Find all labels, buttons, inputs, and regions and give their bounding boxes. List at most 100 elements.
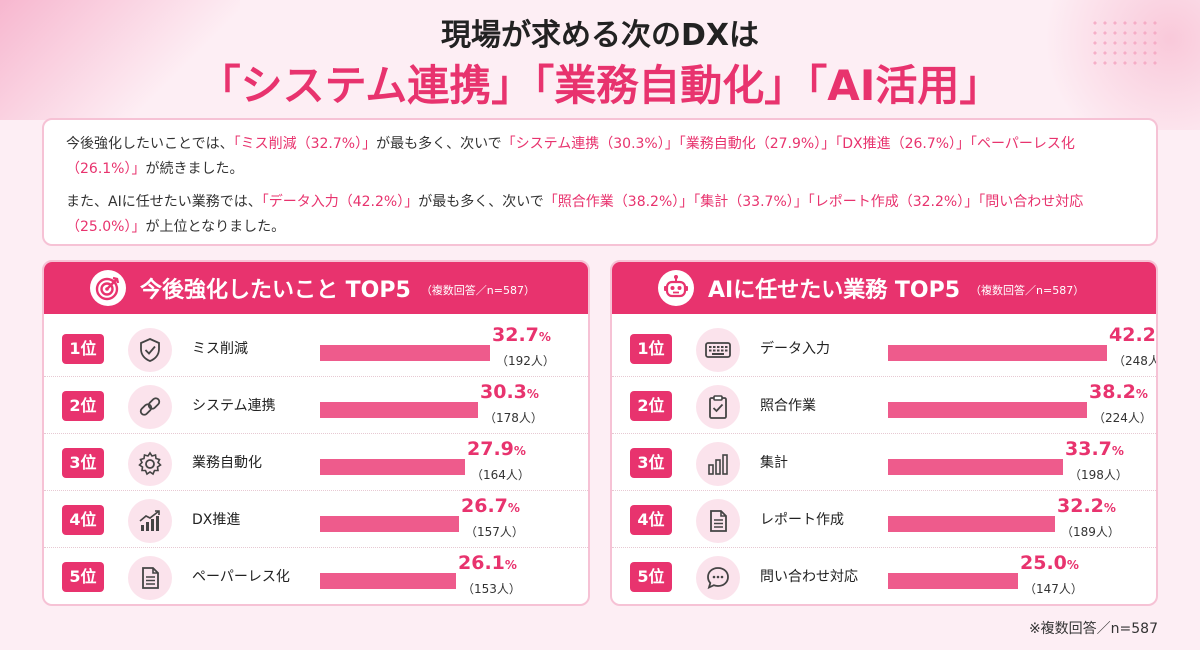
- chart-row: 1位 ミス削減 32.7% （192人）: [44, 320, 588, 377]
- rank-badge: 2位: [630, 391, 672, 421]
- value-label: 27.9%: [467, 438, 526, 460]
- panel-note: （複数回答／n=587）: [970, 284, 1085, 297]
- value-number: 32.2: [1057, 495, 1104, 517]
- footnote: ※複数回答／n=587: [1028, 621, 1158, 637]
- value-unit: %: [513, 444, 526, 458]
- clipboard-check-icon: [696, 385, 740, 429]
- value-number: 26.1: [458, 552, 505, 574]
- gear-icon: [128, 442, 172, 486]
- category-label: ミス削減: [192, 341, 248, 357]
- category-label: 問い合わせ対応: [760, 569, 858, 585]
- summary-paragraph-2: また、AIに任せたい業務では、「データ入力（42.2%）」が最も多く、次いで「照…: [66, 190, 1134, 240]
- chart-panel-improvements: 今後強化したいこと TOP5 （複数回答／n=587） 1位 ミス削減 32.7% （…: [42, 260, 590, 606]
- value-number: 30.3: [480, 381, 527, 403]
- rank-badge: 4位: [630, 505, 672, 535]
- bar: [320, 573, 456, 589]
- value-number: 32.7: [492, 324, 539, 346]
- summary-paragraph-1: 今後強化したいことでは、「ミス削減（32.7%）」が最も多く、次いで「システム連…: [66, 132, 1134, 182]
- summary-highlight: 「照合作業（38.2%）」「集計（33.7%）」「レポート作成（32.2%）」「…: [66, 194, 1084, 235]
- value-number: 26.7: [461, 495, 508, 517]
- count-label: （153人）: [462, 582, 521, 596]
- summary-text: 今後強化したいことでは、: [66, 136, 234, 152]
- value-unit: %: [507, 501, 520, 515]
- rank-badge: 3位: [62, 448, 104, 478]
- category-label: DX推進: [192, 512, 241, 528]
- category-label: 業務自動化: [192, 455, 262, 471]
- rank-badge: 3位: [630, 448, 672, 478]
- bar: [320, 345, 490, 361]
- panel-header: AIに任せたい業務 TOP5 （複数回答／n=587）: [612, 262, 1156, 314]
- chart-row: 4位 レポート作成 32.2% （189人）: [612, 491, 1156, 548]
- rank-badge: 5位: [62, 562, 104, 592]
- summary-box: 今後強化したいことでは、「ミス削減（32.7%）」が最も多く、次いで「システム連…: [42, 118, 1158, 246]
- value-label: 38.2%: [1089, 381, 1148, 403]
- count-label: （164人）: [471, 468, 530, 482]
- chart-row: 5位 問い合わせ対応 25.0% （147人）: [612, 548, 1156, 604]
- value-number: 25.0: [1020, 552, 1067, 574]
- panel-title: 今後強化したいこと TOP5: [140, 278, 411, 303]
- page-title: 現場が求める次のDXは: [440, 18, 760, 53]
- link-icon: [128, 385, 172, 429]
- chart-row: 2位 照合作業 38.2% （224人）: [612, 377, 1156, 434]
- category-label: 照合作業: [760, 398, 816, 414]
- value-label: 26.7%: [461, 495, 520, 517]
- count-label: （157人）: [465, 525, 524, 539]
- chart-row: 3位 業務自動化 27.9% （164人）: [44, 434, 588, 491]
- rank-badge: 1位: [62, 334, 104, 364]
- value-label: 26.1%: [458, 552, 517, 574]
- summary-text: また、AIに任せたい業務では、: [66, 194, 262, 210]
- value-label: 30.3%: [480, 381, 539, 403]
- chart-panel-ai-tasks: AIに任せたい業務 TOP5 （複数回答／n=587） 1位 データ入力 42.2%…: [610, 260, 1158, 606]
- summary-text: が最も多く、次いで: [376, 136, 502, 152]
- value-unit: %: [1111, 444, 1124, 458]
- document-icon: [696, 499, 740, 543]
- target-icon: [90, 270, 126, 306]
- category-label: システム連携: [192, 398, 276, 414]
- value-unit: %: [526, 387, 539, 401]
- count-label: （224人）: [1093, 411, 1152, 425]
- category-label: ペーパーレス化: [192, 569, 290, 585]
- value-label: 25.0%: [1020, 552, 1079, 574]
- value-unit: %: [1066, 558, 1079, 572]
- keyboard-icon: [696, 328, 740, 372]
- bar: [888, 573, 1018, 589]
- category-label: データ入力: [760, 341, 830, 357]
- bar: [888, 402, 1087, 418]
- count-label: （189人）: [1061, 525, 1120, 539]
- count-label: （198人）: [1069, 468, 1128, 482]
- summary-text: が続きました。: [145, 161, 244, 177]
- count-label: （178人）: [484, 411, 543, 425]
- rank-badge: 4位: [62, 505, 104, 535]
- chart-row: 2位 システム連携 30.3% （178人）: [44, 377, 588, 434]
- rank-badge: 1位: [630, 334, 672, 364]
- category-label: レポート作成: [760, 512, 844, 528]
- rank-badge: 5位: [630, 562, 672, 592]
- summary-text: が最も多く、次いで: [418, 194, 544, 210]
- decor-dots: [1090, 18, 1160, 68]
- chart-row: 5位 ペーパーレス化 26.1% （153人）: [44, 548, 588, 604]
- bar: [320, 402, 478, 418]
- chart-row: 3位 集計 33.7% （198人）: [612, 434, 1156, 491]
- count-label: （192人）: [496, 354, 555, 368]
- summary-highlight: 「データ入力（42.2%）」: [261, 194, 419, 210]
- chart-row: 4位 DX推進 26.7% （157人）: [44, 491, 588, 548]
- bar: [888, 459, 1063, 475]
- value-number: 38.2: [1089, 381, 1136, 403]
- value-label: 32.2%: [1057, 495, 1116, 517]
- chat-bubble-icon: [696, 556, 740, 600]
- growth-chart-icon: [128, 499, 172, 543]
- panel-title: AIに任せたい業務 TOP5: [708, 278, 961, 303]
- count-label: （248人）: [1113, 354, 1156, 368]
- summary-highlight: 「ミス削減（32.7%）」: [233, 136, 377, 152]
- value-unit: %: [1103, 501, 1116, 515]
- bar: [888, 516, 1055, 532]
- shield-check-icon: [128, 328, 172, 372]
- rank-badge: 2位: [62, 391, 104, 421]
- value-label: 33.7%: [1065, 438, 1124, 460]
- value-label: 32.7%: [492, 324, 551, 346]
- summary-highlight: 「システム連携（30.3%）」「業務自動化（27.9%）」「DX推進（26.7%…: [66, 136, 1075, 177]
- category-label: 集計: [760, 455, 788, 471]
- robot-icon: [658, 270, 694, 306]
- value-number: 27.9: [467, 438, 514, 460]
